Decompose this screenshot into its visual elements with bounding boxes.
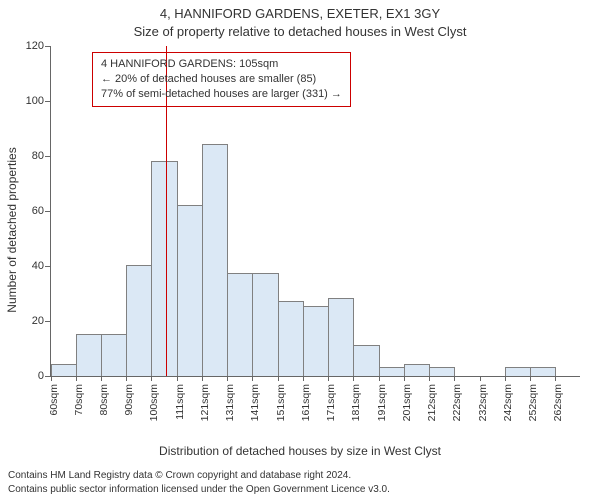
histogram-bar xyxy=(353,345,379,376)
ytick-label: 100 xyxy=(14,95,44,107)
histogram-bar xyxy=(126,265,152,376)
xtick-label: 111sqm xyxy=(174,384,186,420)
footer-line1: Contains HM Land Registry data © Crown c… xyxy=(8,469,390,483)
xtick-label: 70sqm xyxy=(73,384,85,416)
xtick-label: 252sqm xyxy=(527,384,539,421)
histogram-bar xyxy=(51,364,77,376)
histogram-bar xyxy=(303,306,329,376)
xtick-label: 100sqm xyxy=(148,384,160,421)
xtick-label: 90sqm xyxy=(123,384,135,416)
histogram-bar xyxy=(379,367,405,376)
histogram-bar xyxy=(227,273,253,376)
xtick-label: 222sqm xyxy=(451,384,463,421)
xtick-label: 191sqm xyxy=(376,384,388,421)
xtick-label: 121sqm xyxy=(199,384,211,421)
histogram-bar xyxy=(278,301,304,376)
xtick-label: 201sqm xyxy=(401,384,413,421)
footer-attribution: Contains HM Land Registry data © Crown c… xyxy=(8,469,390,496)
xtick-label: 242sqm xyxy=(502,384,514,421)
ytick-label: 40 xyxy=(14,260,44,272)
annotation-line2: ← 20% of detached houses are smaller (85… xyxy=(101,72,342,87)
footer-line2: Contains public sector information licen… xyxy=(8,483,390,497)
xtick-label: 131sqm xyxy=(224,384,236,421)
xtick-label: 232sqm xyxy=(477,384,489,421)
chart-title-line2: Size of property relative to detached ho… xyxy=(0,24,600,39)
xtick-label: 262sqm xyxy=(552,384,564,421)
chart-title-line1: 4, HANNIFORD GARDENS, EXETER, EX1 3GY xyxy=(0,6,600,21)
x-axis-label: Distribution of detached houses by size … xyxy=(0,444,600,458)
ytick-label: 0 xyxy=(14,370,44,382)
histogram-bar xyxy=(505,367,531,376)
histogram-bar xyxy=(101,334,127,376)
y-axis-line xyxy=(50,46,51,376)
histogram-bar xyxy=(530,367,556,376)
histogram-bar xyxy=(76,334,102,376)
xtick-label: 161sqm xyxy=(300,384,312,421)
plot-area: 02040608010012060sqm70sqm80sqm90sqm100sq… xyxy=(50,46,580,376)
histogram-bar xyxy=(202,144,228,376)
ytick-label: 60 xyxy=(14,205,44,217)
histogram-bar xyxy=(177,205,203,377)
annotation-line3: 77% of semi-detached houses are larger (… xyxy=(101,87,342,102)
histogram-bar xyxy=(252,273,278,376)
ytick-label: 20 xyxy=(14,315,44,327)
annotation-box: 4 HANNIFORD GARDENS: 105sqm← 20% of deta… xyxy=(92,52,351,107)
annotation-line1: 4 HANNIFORD GARDENS: 105sqm xyxy=(101,57,342,72)
histogram-bar xyxy=(429,367,455,376)
xtick-label: 151sqm xyxy=(275,384,287,421)
xtick-label: 181sqm xyxy=(350,384,362,421)
xtick-label: 60sqm xyxy=(48,384,60,416)
xtick-label: 141sqm xyxy=(249,384,261,421)
xtick-label: 171sqm xyxy=(325,384,337,421)
ytick-label: 120 xyxy=(14,40,44,52)
histogram-bar xyxy=(404,364,430,376)
histogram-bar xyxy=(328,298,354,376)
ytick-label: 80 xyxy=(14,150,44,162)
xtick-label: 212sqm xyxy=(426,384,438,421)
y-axis-label: Number of detached properties xyxy=(5,147,19,312)
x-axis-line xyxy=(50,376,580,377)
xtick-label: 80sqm xyxy=(98,384,110,416)
